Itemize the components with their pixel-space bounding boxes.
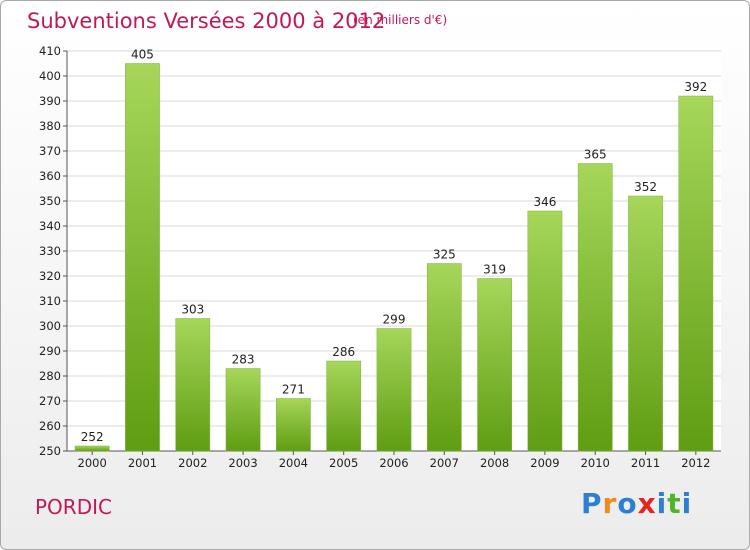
x-tick-label: 2011 — [631, 456, 660, 470]
y-tick-label: 330 — [39, 244, 61, 258]
y-tick-label: 290 — [39, 344, 61, 358]
proxiti-logo: Proxiti — [581, 487, 692, 520]
bar — [577, 163, 613, 452]
y-tick-label: 270 — [39, 394, 61, 408]
x-tick-label: 2004 — [279, 456, 308, 470]
data-label: 319 — [483, 263, 506, 277]
bar — [74, 445, 110, 452]
x-tick-label: 2005 — [329, 456, 358, 470]
bar — [175, 318, 211, 452]
y-tick-label: 410 — [39, 44, 61, 58]
chart-title: Subventions Versées 2000 à 2012 — [27, 9, 386, 33]
y-tick-label: 400 — [39, 69, 61, 83]
y-tick-label: 250 — [39, 444, 61, 458]
labels: 250 260 270 280 290 300 310 320 330 340 350 360 370 3… — [39, 44, 710, 470]
place-name: PORDIC — [35, 495, 112, 519]
y-tick-label: 320 — [39, 269, 61, 283]
data-label: 283 — [232, 353, 255, 367]
y-tick-label: 380 — [39, 119, 61, 133]
bar — [125, 63, 160, 452]
x-tick-label: 2010 — [581, 456, 610, 470]
data-label: 271 — [282, 383, 305, 397]
bar — [276, 398, 311, 452]
data-label: 299 — [383, 313, 406, 327]
y-tick-label: 300 — [39, 319, 61, 333]
data-label: 365 — [584, 148, 607, 162]
data-label: 392 — [684, 80, 707, 94]
y-tick-label: 260 — [39, 419, 61, 433]
y-tick-label: 280 — [39, 369, 61, 383]
x-tick-label: 2009 — [530, 456, 559, 470]
logo-letter: P — [581, 487, 603, 520]
data-label: 405 — [131, 48, 154, 62]
logo-letter: t — [667, 487, 682, 520]
bar — [477, 278, 512, 452]
bar — [527, 210, 563, 452]
x-tick-label: 2007 — [430, 456, 459, 470]
data-label: 286 — [332, 345, 355, 359]
data-label: 352 — [634, 180, 657, 194]
bar — [628, 195, 663, 452]
y-tick-label: 370 — [39, 144, 61, 158]
y-tick-label: 310 — [39, 294, 61, 308]
data-label: 303 — [181, 303, 204, 317]
y-tick-label: 360 — [39, 169, 61, 183]
x-tick-label: 2008 — [480, 456, 509, 470]
x-tick-label: 2012 — [681, 456, 710, 470]
y-tick-label: 340 — [39, 219, 61, 233]
logo-letter: x — [637, 487, 657, 520]
data-label: 252 — [81, 430, 104, 444]
x-tick-label: 2002 — [178, 456, 207, 470]
x-tick-label: 2006 — [379, 456, 408, 470]
bar — [426, 263, 462, 452]
logo-letter: i — [681, 487, 693, 520]
data-label: 346 — [533, 195, 556, 209]
x-tick-label: 2003 — [228, 456, 257, 470]
bar — [225, 368, 261, 452]
x-tick-label: 2000 — [78, 456, 107, 470]
bars — [74, 63, 714, 452]
x-tick-label: 2001 — [128, 456, 157, 470]
y-tick-label: 390 — [39, 94, 61, 108]
y-tick-label: 350 — [39, 194, 61, 208]
logo-letter: o — [617, 487, 638, 520]
logo-letter: r — [602, 487, 618, 520]
chart-subtitle: (en milliers d'€) — [353, 13, 448, 27]
logo-letter: i — [656, 487, 668, 520]
bar — [678, 95, 714, 452]
data-label: 325 — [433, 248, 456, 262]
bar — [376, 328, 412, 452]
bar — [326, 360, 362, 452]
